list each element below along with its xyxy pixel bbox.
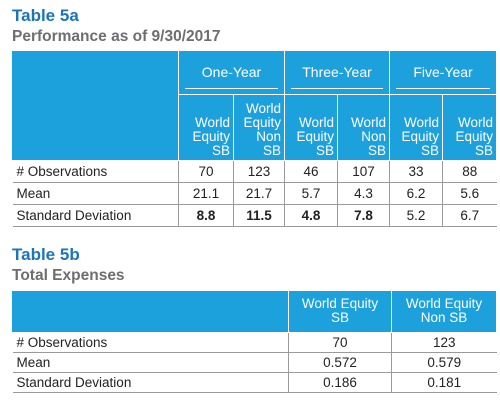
table-5a-subtitle: Performance as of 9/30/2017: [12, 28, 221, 45]
table-cell: 8.8: [178, 204, 234, 227]
table-cell: 0.186: [288, 372, 392, 393]
table-cell: 123: [391, 332, 497, 353]
row-label: Standard Deviation: [12, 372, 289, 393]
col-header-world-equity-sb: World Equity SB: [288, 290, 392, 333]
table-5a: One-Year Three-Year Five-Year World Equit…: [12, 50, 498, 227]
table-cell: 4.8: [284, 204, 338, 227]
table-5a-title: Table 5a: [12, 6, 79, 25]
table-cell: 21.1: [178, 182, 234, 205]
table-cell: 46: [284, 160, 338, 183]
col-header-three-year-sb: World Equity SB: [284, 94, 339, 161]
table-cell: 0.572: [288, 352, 392, 373]
table-cell: 6.2: [389, 182, 443, 205]
table-row: Standard Deviation 8.8 11.5 4.8 7.8 5.2 …: [12, 204, 497, 227]
row-label: # Observations: [12, 332, 289, 353]
table-cell: 11.5: [232, 204, 285, 227]
table-5b-title: Table 5b: [12, 245, 80, 264]
group-header-five-year: Five-Year: [389, 50, 498, 95]
table-cell: 6.7: [442, 204, 497, 227]
table-cell: 0.579: [391, 352, 497, 373]
table-cell: 4.3: [337, 182, 390, 205]
row-label: Mean: [12, 352, 289, 373]
table-cell: 7.8: [337, 204, 390, 227]
table-cell: 70: [288, 332, 392, 353]
col-header-one-year-sb: World Equity SB: [178, 94, 234, 161]
table-5b-subtitle: Total Expenses: [12, 267, 125, 284]
row-label: Mean: [12, 182, 179, 205]
table-row: Mean 0.572 0.579: [12, 352, 497, 373]
group-header-one-year: One-Year: [177, 50, 286, 95]
table-cell: 21.7: [232, 182, 285, 205]
table-row: # Observations 70 123 46 107 33 88: [12, 160, 497, 183]
table-cell: 5.7: [284, 182, 338, 205]
row-label: Standard Deviation: [12, 204, 179, 227]
table-cell: 0.181: [391, 372, 497, 393]
row-label: # Observations: [12, 160, 179, 183]
table-cell: 5.2: [389, 204, 443, 227]
col-header-one-year-non-sb: World Equity Non SB: [232, 94, 286, 161]
table-cell: 5.6: [442, 182, 497, 205]
table-cell: 107: [337, 160, 390, 183]
col-header-five-year-sb: World Equity SB: [389, 94, 444, 161]
col-header-three-year-non-sb: World Non SB: [337, 94, 391, 161]
table-row: # Observations 70 123: [12, 332, 497, 353]
table-cell: 123: [232, 160, 285, 183]
table-5a-corner: [12, 50, 179, 161]
table-cell: 70: [178, 160, 234, 183]
table-row: Standard Deviation 0.186 0.181: [12, 372, 497, 393]
table-cell: 88: [442, 160, 497, 183]
table-5b: World Equity SB World Equity Non SB # Obse…: [12, 290, 497, 393]
table-5b-corner: [12, 290, 289, 333]
group-header-three-year: Three-Year: [284, 50, 391, 95]
col-header-world-equity-non-sb: World Equity Non SB: [391, 290, 497, 333]
table-row: Mean 21.1 21.7 5.7 4.3 6.2 5.6: [12, 182, 497, 205]
col-header-five-year-non-sb: World Equity SB: [442, 94, 498, 161]
table-cell: 33: [389, 160, 443, 183]
